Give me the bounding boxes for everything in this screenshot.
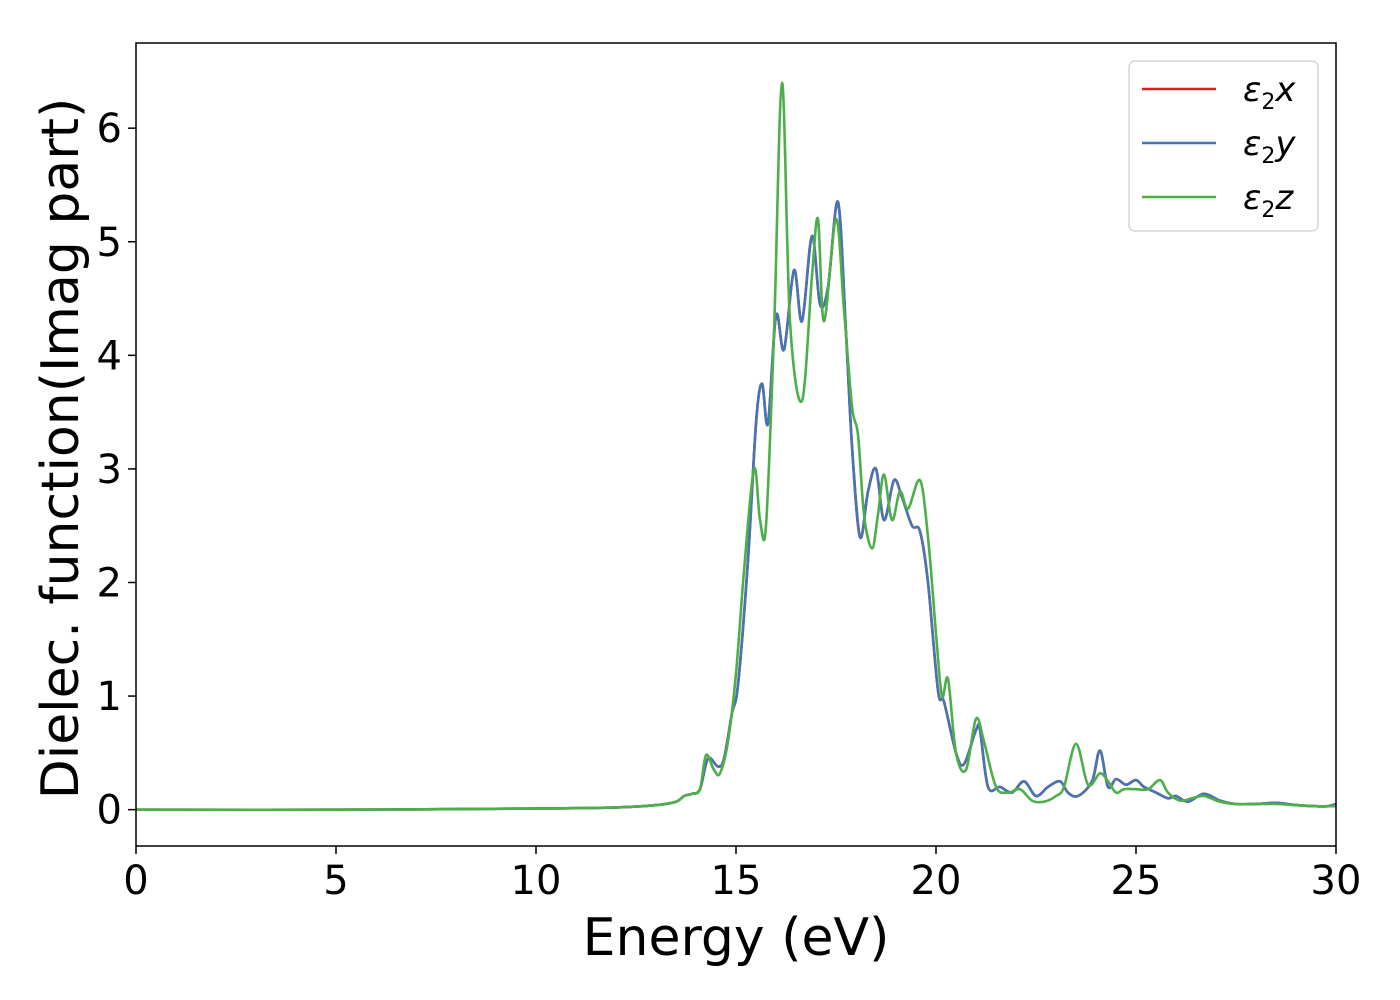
x-tick-label: 0 bbox=[123, 858, 148, 904]
y-tick-label: 5 bbox=[97, 220, 122, 266]
x-tick-label: 25 bbox=[1111, 858, 1162, 904]
x-axis-title: Energy (eV) bbox=[583, 908, 890, 968]
y-tick-label: 0 bbox=[97, 788, 122, 834]
series-line-z bbox=[136, 81, 1336, 812]
x-tick-label: 5 bbox=[323, 858, 348, 904]
legend-label-x: ε2x bbox=[1243, 70, 1296, 115]
legend-box bbox=[1128, 60, 1319, 232]
y-tick-label: 4 bbox=[97, 333, 122, 379]
y-tick-label: 3 bbox=[97, 447, 122, 493]
y-tick-label: 6 bbox=[97, 106, 122, 152]
legend-label-z: ε2z bbox=[1243, 178, 1294, 223]
y-tick-label: 1 bbox=[97, 674, 122, 720]
series-line-y bbox=[136, 200, 1336, 812]
legend-label-y: ε2y bbox=[1243, 124, 1296, 169]
legend: ε2x ε2y ε2z bbox=[1128, 60, 1319, 232]
x-tick-label: 15 bbox=[711, 858, 762, 904]
x-axis-ticks: 0 5 10 15 20 25 30 bbox=[123, 846, 1361, 904]
series-line-x bbox=[136, 200, 1336, 812]
x-tick-label: 30 bbox=[1311, 858, 1362, 904]
y-tick-label: 2 bbox=[97, 560, 122, 606]
series-layer bbox=[136, 81, 1336, 812]
y-axis-ticks: 0 1 2 3 4 5 6 bbox=[97, 106, 136, 834]
x-tick-label: 20 bbox=[911, 858, 962, 904]
x-tick-label: 10 bbox=[511, 858, 562, 904]
y-axis-title: Dielec. function(Imag part) bbox=[31, 98, 91, 800]
